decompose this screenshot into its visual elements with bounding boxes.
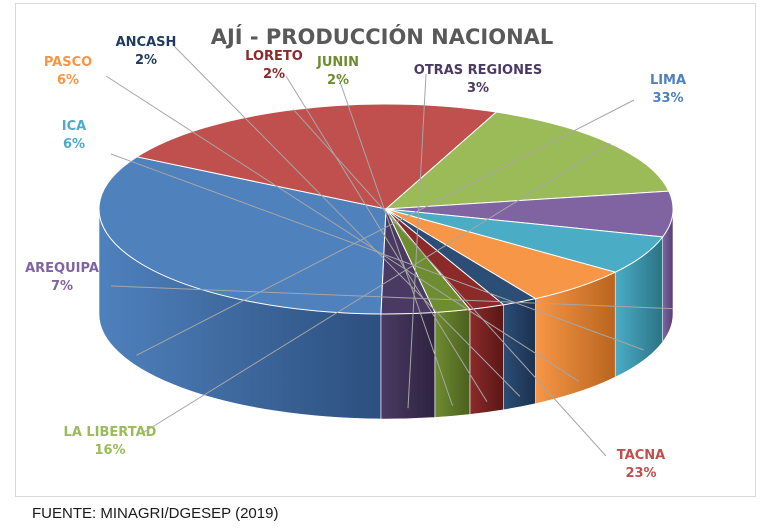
label-pct-ancash: 2% — [135, 53, 157, 68]
slice-side-ancash — [503, 298, 536, 411]
leader-ancash — [173, 45, 521, 397]
label-pct-arequipa: 7% — [51, 279, 73, 294]
label-name-tacna: TACNA — [617, 448, 665, 463]
leader-lines — [105, 45, 673, 457]
label-name-junin: JUNIN — [316, 55, 359, 70]
source-note: FUENTE: MINAGRI/DGESEP (2019) — [32, 505, 279, 522]
label-pct-lima: 33% — [652, 91, 683, 106]
label-pct-tacna: 23% — [625, 466, 656, 481]
leader-tacna — [293, 109, 607, 457]
label-name-otras-regiones: OTRAS REGIONES — [414, 63, 542, 78]
pie-tops — [98, 103, 674, 315]
leader-pasco — [105, 75, 580, 382]
chart-title: AJÍ - PRODUCCIÓN NACIONAL — [211, 24, 554, 49]
label-pct-junin: 2% — [327, 73, 349, 88]
leader-lima — [136, 99, 635, 356]
label-name-loreto: LORETO — [245, 49, 303, 64]
slice-labels: LIMA 33% TACNA 23% LA LIBERTAD 16% AREQUIPA 7% I… — [25, 35, 686, 481]
slice-otras-regiones — [380, 208, 436, 315]
label-pct-ica: 6% — [63, 137, 85, 152]
label-name-lima: LIMA — [650, 73, 686, 88]
leader-loreto — [285, 75, 488, 403]
leader-arequipa — [110, 285, 673, 310]
leader-junin — [337, 75, 453, 406]
label-pct-la-libertad: 16% — [94, 443, 125, 458]
pie-chart: LIMA 33% TACNA 23% LA LIBERTAD 16% AREQUIPA 7% I… — [25, 24, 686, 481]
label-name-ica: ICA — [62, 119, 86, 134]
slice-lima — [98, 156, 387, 315]
leader-la-libertad — [140, 143, 611, 435]
label-name-arequipa: AREQUIPA — [25, 261, 99, 276]
label-name-la-libertad: LA LIBERTAD — [64, 425, 157, 440]
leader-otras-regiones — [407, 73, 427, 409]
label-pct-loreto: 2% — [263, 67, 285, 82]
label-name-ancash: ANCASH — [116, 35, 177, 50]
slice-tacna — [135, 103, 498, 210]
label-pct-otras-regiones: 3% — [467, 81, 489, 96]
slice-side-loreto — [469, 304, 504, 415]
label-name-pasco: PASCO — [44, 55, 92, 70]
slice-arequipa — [385, 190, 674, 238]
label-pct-pasco: 6% — [57, 73, 79, 88]
chart-frame: LIMA 33% TACNA 23% LA LIBERTAD 16% AREQUIPA 7% I… — [15, 3, 756, 497]
